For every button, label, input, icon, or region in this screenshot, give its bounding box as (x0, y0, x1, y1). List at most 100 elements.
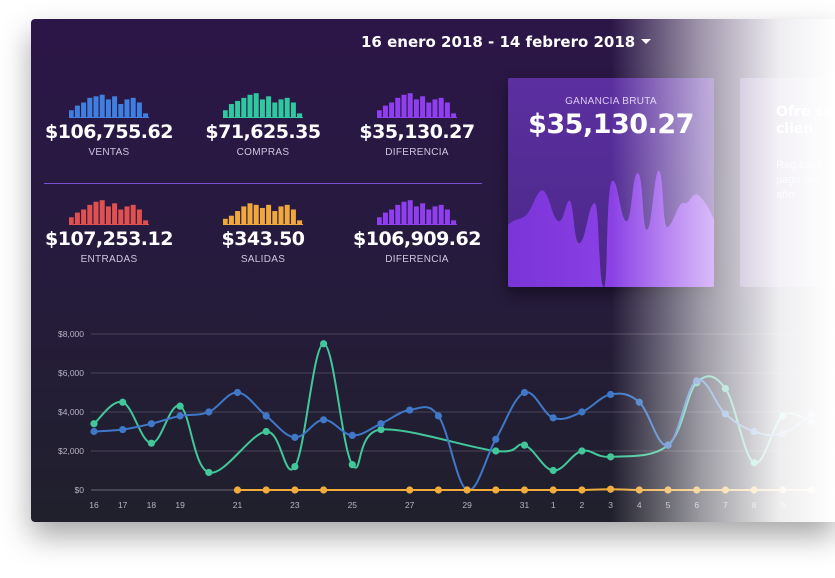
date-range-selector[interactable]: 16 enero 2018 - 14 febrero 2018 (361, 33, 652, 51)
entradas-sparkbars (69, 200, 149, 225)
x-tick-label: 17 (118, 500, 128, 510)
sparkbar (99, 94, 105, 118)
sparkbar (407, 93, 413, 118)
data-point (406, 406, 414, 414)
sparkbar (81, 102, 87, 118)
data-point (348, 431, 356, 439)
data-point (176, 412, 184, 420)
data-point (664, 486, 672, 494)
sparkbar (432, 99, 438, 118)
sparkbar (272, 102, 278, 118)
sparkbar (432, 206, 438, 225)
data-point (205, 468, 213, 477)
x-tick-label: 21 (233, 500, 243, 510)
sparkbar (451, 220, 457, 225)
data-point (750, 427, 758, 436)
sparkbar (74, 212, 80, 225)
data-point (119, 425, 127, 434)
stat-entradas: $107,253.12 ENTRADAS (34, 199, 184, 265)
sparkbar (297, 113, 303, 118)
sparkbar (112, 96, 118, 118)
data-point (320, 340, 328, 348)
x-tick-label: 19 (175, 500, 185, 510)
x-tick-label: 31 (520, 500, 530, 510)
x-tick-label: 2 (580, 500, 585, 510)
data-point (721, 385, 730, 393)
x-tick-label: 8 (752, 500, 757, 510)
stat-value: $71,625.35 (205, 121, 321, 143)
data-point (807, 486, 816, 494)
stat-label: SALIDAS (240, 254, 286, 265)
data-point (90, 427, 98, 436)
sparkbar (284, 97, 290, 118)
data-point (549, 486, 557, 494)
x-tick-label: 3 (608, 500, 613, 510)
sparkbar (290, 102, 296, 118)
sparkbar (228, 104, 234, 118)
stat-label: DIFERENCIA (385, 254, 449, 265)
sparkbar (241, 97, 247, 118)
sparkbar (395, 204, 401, 225)
sparkbar (235, 100, 241, 118)
stat-compras: $71,625.35 COMPRAS (188, 92, 338, 158)
data-point (348, 461, 356, 469)
ventas-sparkbars (69, 94, 149, 118)
sparkbar (290, 209, 296, 225)
sparkbar (223, 218, 228, 225)
data-point (262, 486, 270, 494)
stat-value: $106,755.62 (45, 121, 173, 143)
data-point (291, 433, 299, 441)
sparkbar (413, 206, 419, 225)
sparkbar (389, 102, 395, 118)
caret-down-icon (641, 39, 652, 44)
data-point (664, 441, 672, 449)
sparkbar (438, 204, 444, 225)
sparkbar (81, 209, 87, 225)
data-point (147, 439, 155, 447)
sparkbar (420, 96, 426, 118)
sparkbar (420, 203, 426, 225)
data-point (463, 486, 471, 494)
sparkbar (253, 93, 259, 118)
sparkbar (395, 97, 401, 118)
data-point (90, 420, 98, 428)
sparkbar (259, 99, 265, 118)
stat-value: $343.50 (221, 228, 305, 250)
sparkbar (253, 204, 259, 225)
data-point (578, 447, 586, 455)
sparkbar (382, 105, 388, 118)
compras-sparkbars (223, 93, 303, 118)
data-point (434, 412, 442, 420)
data-point (549, 414, 557, 422)
x-tick-label: 29 (462, 500, 472, 510)
stat-diferencia: $35,130.27 DIFERENCIA (342, 92, 492, 158)
sparkbar (382, 212, 388, 225)
gross-profit-value: $35,130.27 (528, 109, 694, 140)
data-point (693, 486, 701, 494)
gross-profit-label: GANANCIA BRUTA (565, 96, 657, 107)
gross-profit-card[interactable]: GANANCIA BRUTA $35,130.27 (508, 78, 714, 287)
stat-ventas: $106,755.62 VENTAS (34, 92, 184, 158)
data-point (205, 408, 213, 416)
stat-value: $106,909.62 (353, 228, 481, 250)
y-tick-label: $2,000 (58, 446, 84, 456)
sparkbar (130, 97, 136, 118)
y-tick-label: $6,000 (58, 368, 84, 378)
data-point (779, 412, 787, 420)
data-point (750, 459, 758, 467)
data-point (406, 486, 414, 494)
gross-profit-area-chart (508, 170, 714, 287)
promo-body: Reg calid paga much año (776, 159, 831, 201)
sparkbar (124, 206, 130, 225)
data-point (262, 427, 270, 436)
sparkbar (426, 102, 432, 118)
x-tick-label: 25 (348, 500, 358, 510)
x-tick-label: 16 (89, 500, 99, 510)
promo-card[interactable]: Ofre ser clien Reg calid paga much año (740, 78, 835, 287)
data-point (635, 398, 643, 406)
sparkbar (241, 206, 247, 225)
data-point (262, 412, 270, 420)
sparkbar (438, 97, 444, 118)
sparkbar (284, 204, 290, 225)
data-point (693, 377, 701, 385)
